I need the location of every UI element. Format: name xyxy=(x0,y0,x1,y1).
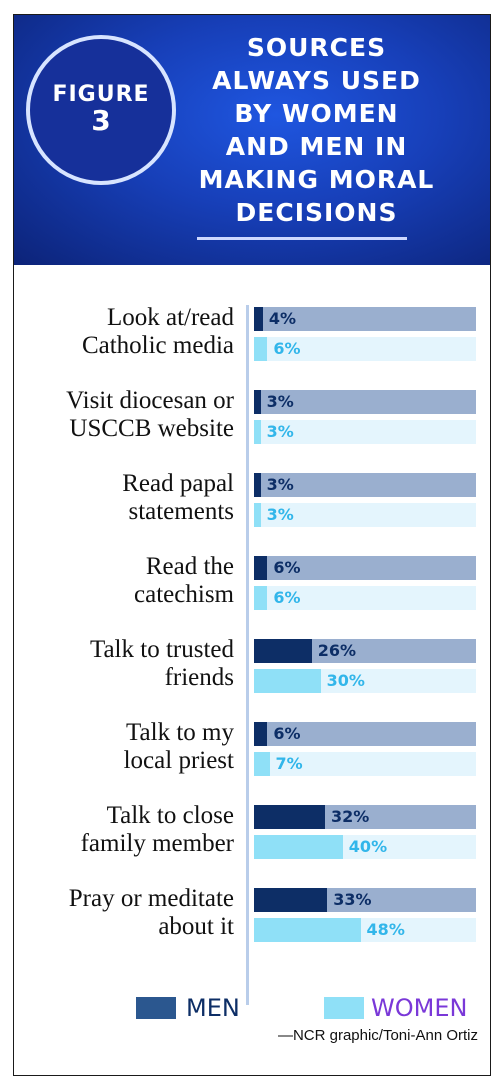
data-label-men: 33% xyxy=(333,890,372,909)
category-label-line: USCCB website xyxy=(69,415,234,442)
category-label-line: local priest xyxy=(123,747,234,774)
data-label-women: 7% xyxy=(275,754,303,773)
category-label-line: Talk to close xyxy=(106,802,234,829)
category-label-line: Pray or meditate xyxy=(68,885,234,912)
category-label-line: Look at/read xyxy=(106,304,234,331)
title-line: MAKING MORAL xyxy=(198,165,435,194)
chart-title: SOURCES ALWAYS USED BY WOMEN AND MEN IN … xyxy=(144,31,489,229)
bar-track-men: 3% xyxy=(254,473,476,497)
bar-men xyxy=(254,639,312,663)
category-label: Read papal statements xyxy=(14,470,234,526)
bar-chart: Look at/read Catholic media 4% 6% Visit dioc… xyxy=(14,265,490,1075)
category-label-line: Talk to trusted xyxy=(89,636,234,663)
bar-men xyxy=(254,805,326,829)
legend-label-women: WOMEN xyxy=(371,994,468,1022)
category-label: Pray or meditate about it xyxy=(14,885,234,941)
category-label-line: catechism xyxy=(134,581,234,608)
title-line: DECISIONS xyxy=(235,198,398,227)
bar-women xyxy=(254,503,261,527)
data-label-men: 6% xyxy=(273,558,301,577)
title-line: AND MEN IN xyxy=(225,132,408,161)
credit-line: —NCR graphic/Toni-Ann Ortiz xyxy=(277,1027,478,1044)
bar-women xyxy=(254,752,270,776)
bar-track-men: 32% xyxy=(254,805,476,829)
bar-track-women: 6% xyxy=(254,337,476,361)
data-label-women: 30% xyxy=(326,671,365,690)
bar-men xyxy=(254,307,263,331)
bar-track-women: 3% xyxy=(254,503,476,527)
bar-women xyxy=(254,918,361,942)
bar-track-men: 3% xyxy=(254,390,476,414)
data-label-women: 3% xyxy=(266,505,294,524)
bar-track-men: 4% xyxy=(254,307,476,331)
figure-badge-number: 3 xyxy=(91,103,111,137)
category-label-line: Visit diocesan or xyxy=(66,387,234,414)
category-label-line: Catholic media xyxy=(81,332,234,359)
bar-men xyxy=(254,390,261,414)
category-label-line: about it xyxy=(158,913,234,940)
legend-swatch-women xyxy=(324,997,364,1019)
bar-track-women: 30% xyxy=(254,669,476,693)
figure-badge: FIGURE 3 xyxy=(26,35,176,185)
bar-track-women: 48% xyxy=(254,918,476,942)
category-label-line: Read the xyxy=(145,553,234,580)
category-label-line: friends xyxy=(164,664,234,691)
title-line: ALWAYS USED xyxy=(212,66,421,95)
bar-men xyxy=(254,556,268,580)
data-label-women: 48% xyxy=(366,920,405,939)
data-label-men: 6% xyxy=(273,724,301,743)
infographic-frame: FIGURE 3 SOURCES ALWAYS USED BY WOMEN AN… xyxy=(13,14,491,1076)
bar-men xyxy=(254,722,268,746)
category-label: Read the catechism xyxy=(14,553,234,609)
bar-women xyxy=(254,669,321,693)
bar-men xyxy=(254,888,328,912)
data-label-men: 3% xyxy=(266,392,294,411)
title-line: SOURCES xyxy=(246,33,387,62)
legend-swatch-men xyxy=(136,997,176,1019)
category-label-line: family member xyxy=(80,830,234,857)
category-label-line: Read papal xyxy=(122,470,234,497)
data-label-men: 3% xyxy=(266,475,294,494)
title-line: BY WOMEN xyxy=(234,99,399,128)
bar-track-men: 6% xyxy=(254,556,476,580)
bar-women xyxy=(254,835,343,859)
title-underline xyxy=(197,237,407,240)
category-label: Look at/read Catholic media xyxy=(14,304,234,360)
category-label-line: Talk to my xyxy=(126,719,234,746)
bar-track-women: 3% xyxy=(254,420,476,444)
data-label-women: 3% xyxy=(266,422,294,441)
figure-badge-label: FIGURE xyxy=(52,81,150,107)
category-label: Talk to trusted friends xyxy=(14,636,234,692)
data-label-men: 26% xyxy=(317,641,357,660)
category-label: Visit diocesan or USCCB website xyxy=(14,387,234,443)
bar-track-men: 6% xyxy=(254,722,476,746)
data-label-women: 40% xyxy=(348,837,388,856)
data-label-women: 6% xyxy=(273,339,301,358)
data-label-men: 4% xyxy=(268,309,297,328)
category-label: Talk to close family member xyxy=(14,802,234,858)
bar-track-men: 33% xyxy=(254,888,476,912)
bar-track-men: 26% xyxy=(254,639,476,663)
header-banner: FIGURE 3 SOURCES ALWAYS USED BY WOMEN AN… xyxy=(14,15,490,265)
data-label-men: 32% xyxy=(331,807,370,826)
bar-women xyxy=(254,586,268,610)
bar-men xyxy=(254,473,261,497)
data-label-women: 6% xyxy=(273,588,301,607)
bar-track-women: 6% xyxy=(254,586,476,610)
bar-track-women: 7% xyxy=(254,752,476,776)
bar-women xyxy=(254,337,268,361)
bar-track-women: 40% xyxy=(254,835,476,859)
axis-line xyxy=(246,305,249,1005)
category-label: Talk to my local priest xyxy=(14,719,234,775)
bar-women xyxy=(254,420,261,444)
category-label-line: statements xyxy=(128,498,234,525)
legend-label-men: MEN xyxy=(186,994,240,1022)
